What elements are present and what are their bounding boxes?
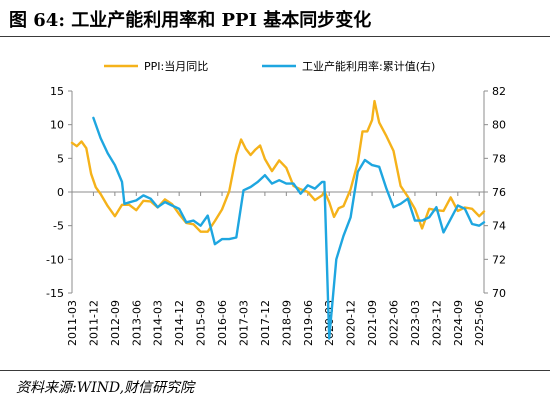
left-tick-label: -15 <box>46 287 64 300</box>
left-axis: 15 10 5 0 -5 -10 -15 <box>46 85 72 300</box>
left-tick-label: 5 <box>57 152 64 165</box>
chart-frame <box>71 91 485 293</box>
x-tick-label: 2014-12 <box>173 300 186 346</box>
x-tick-label: 2016-06 <box>216 300 229 346</box>
legend: PPI:当月同比 工业产能利用率:累计值(右) <box>104 59 435 73</box>
series-line-ppi <box>70 99 486 233</box>
right-tick-label: 80 <box>492 119 506 132</box>
left-tick-label: 15 <box>50 85 64 98</box>
left-tick-label: 0 <box>57 186 64 199</box>
right-tick-label: 72 <box>492 253 506 266</box>
x-tick-label: 2017-03 <box>237 300 250 346</box>
x-tick-label: 2021-09 <box>366 300 379 346</box>
x-tick-label: 2022-06 <box>388 300 401 346</box>
title-bar <box>0 0 550 37</box>
x-tick-label: 2011-03 <box>66 300 79 346</box>
right-tick-label: 70 <box>492 287 506 300</box>
x-tick-label: 2015-09 <box>195 300 208 346</box>
right-tick-label: 78 <box>492 152 506 165</box>
x-tick-label: 2023-12 <box>430 300 443 346</box>
x-tick-label: 2023-03 <box>409 300 422 346</box>
left-tick-label: 10 <box>50 119 64 132</box>
x-tick-label: 2020-12 <box>345 300 358 346</box>
x-tick-label: 2011-12 <box>87 300 100 346</box>
left-tick-label: -5 <box>53 220 64 233</box>
left-tick-label: -10 <box>46 253 64 266</box>
right-axis: 82 80 78 76 74 72 70 <box>484 85 506 300</box>
x-tick-label: 2012-09 <box>109 300 122 346</box>
series-group <box>70 99 486 340</box>
legend-label-cap: 工业产能利用率:累计值(右) <box>302 59 435 73</box>
x-tick-label: 2013-06 <box>130 300 143 346</box>
right-tick-label: 74 <box>492 220 506 233</box>
x-tick-label: 2025-06 <box>473 300 486 346</box>
x-tick-label: 2014-03 <box>152 300 165 346</box>
source-divider <box>0 370 550 371</box>
right-tick-label: 82 <box>492 85 506 98</box>
legend-label-ppi: PPI:当月同比 <box>144 59 208 73</box>
source-note: 资料来源:WIND,财信研究院 <box>16 380 195 396</box>
x-axis: 2011-03 2011-12 2012-09 2013-06 2014-03 2014-… <box>66 192 486 346</box>
x-tick-label: 2017-12 <box>259 300 272 346</box>
series-line-cap <box>92 116 486 340</box>
figure-title: 图 64: 工业产能利用率和 PPI 基本同步变化 <box>9 10 372 31</box>
x-tick-label: 2019-06 <box>302 300 315 346</box>
x-tick-label: 2024-09 <box>452 300 465 346</box>
x-tick-label: 2018-09 <box>280 300 293 346</box>
right-tick-label: 76 <box>492 186 506 199</box>
